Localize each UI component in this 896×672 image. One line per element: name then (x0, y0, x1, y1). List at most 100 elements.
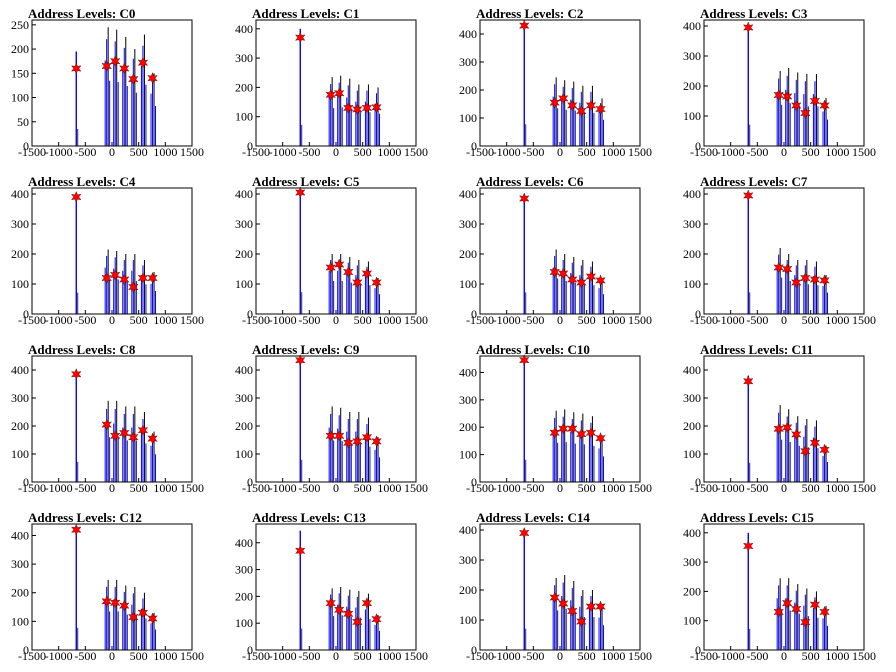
peak-marker (352, 615, 363, 628)
chart-title: Address Levels: C6 (476, 174, 584, 189)
peak-marker (128, 611, 139, 623)
x-tick-label: -1500 (690, 145, 718, 159)
y-tick-label: 400 (11, 528, 29, 542)
spike-cluster (776, 248, 783, 314)
peak-marker (576, 615, 587, 628)
x-tick-label: -1500 (466, 481, 494, 495)
x-tick-label: 1000 (825, 481, 849, 495)
spike-cluster (588, 261, 595, 314)
axes-frame (479, 355, 641, 483)
y-tick-label: 200 (683, 79, 701, 93)
plot-area: 0 100 200 300 400 -1500-1000 -500 0 500 1000 1500 (11, 355, 204, 495)
x-tick-label: 1500 (628, 649, 652, 663)
spike-cluster (75, 526, 79, 650)
spike-cluster (131, 587, 137, 650)
peak-marker (595, 600, 606, 613)
plot-area: 0 100 200 300 400 -1500-1000 -500 0 500 1000 1500 (683, 355, 876, 495)
chart-panel: Address Levels: C13 0 100 200 300 400 -1500 -10… (224, 504, 448, 672)
x-tick-label: 0 (333, 145, 339, 159)
peak-marker (743, 375, 754, 388)
spike-cluster (113, 400, 119, 482)
spike-cluster (776, 71, 783, 146)
spike-cluster (785, 578, 791, 650)
peak-marker (558, 267, 569, 280)
x-tick-label: -1500 (466, 145, 494, 159)
x-tick-label: 500 (130, 145, 148, 159)
chart-panel: Address Levels: C15 0 100 200 300 400 -1500 -10… (672, 504, 896, 672)
peak-marker (549, 96, 560, 109)
peak-marker (325, 88, 336, 101)
x-tick-label: 1000 (153, 481, 177, 495)
y-tick-label: 400 (235, 363, 253, 377)
spike-cluster (299, 28, 303, 146)
peak-marker (549, 591, 560, 604)
spike-cluster (140, 34, 147, 146)
chart-panel: Address Levels: C4 0 100 200 300 400 -1500 -100… (0, 168, 224, 336)
x-tick-label: 500 (130, 313, 148, 327)
x-tick-label: 1500 (404, 145, 428, 159)
x-tick-label: 0 (781, 481, 787, 495)
spike-cluster (364, 84, 371, 146)
peak-marker (809, 95, 821, 107)
chart-panel: Address Levels: C12 0 100 200 300 400 -1500 -10… (0, 504, 224, 672)
y-tick-label: 100 (11, 277, 29, 291)
spike-cluster (598, 605, 605, 650)
x-tick-label: -1000 (269, 649, 297, 663)
x-tick-label: -1000 (493, 145, 521, 159)
y-tick-label: 400 (683, 526, 701, 540)
peak-marker (119, 273, 130, 286)
x-tick-label: -500 (74, 649, 96, 663)
peak-marker (782, 90, 793, 103)
y-tick-label: 100 (11, 447, 29, 461)
x-tick-label: -500 (74, 145, 96, 159)
peak-marker (137, 56, 149, 69)
spike-cluster (523, 531, 527, 650)
x-tick-label: 1500 (404, 481, 428, 495)
peak-marker (576, 276, 587, 289)
chart-title: Address Levels: C1 (252, 6, 360, 21)
spike-cluster (346, 589, 352, 650)
peak-marker (110, 55, 121, 68)
x-tick-label: 500 (354, 145, 372, 159)
spike-cluster (150, 73, 157, 146)
peak-marker (567, 422, 578, 435)
y-tick-label: 300 (459, 393, 477, 407)
x-tick-label: 1000 (601, 481, 625, 495)
y-tick-label: 300 (11, 217, 29, 231)
peak-marker (809, 273, 821, 286)
x-tick-label: -500 (746, 145, 768, 159)
chart-title: Address Levels: C5 (252, 174, 360, 189)
peak-marker (325, 261, 336, 274)
chart-title: Address Levels: C0 (28, 6, 136, 21)
peak-marker (352, 435, 363, 448)
y-tick-label: 100 (459, 448, 477, 462)
x-tick-label: -1500 (18, 313, 46, 327)
axes-frame (255, 19, 417, 147)
spike-cluster (561, 254, 567, 314)
spike-cluster (104, 27, 111, 146)
spike-cluster (570, 581, 576, 650)
peak-marker (361, 267, 373, 280)
spike-cluster (355, 260, 361, 314)
y-tick-label: 300 (459, 553, 477, 567)
x-tick-label: 1000 (825, 649, 849, 663)
y-tick-label: 400 (11, 187, 29, 201)
x-tick-label: 1000 (377, 481, 401, 495)
x-tick-label: 0 (781, 145, 787, 159)
x-tick-label: 0 (109, 649, 115, 663)
spike-cluster (785, 409, 791, 482)
y-tick-label: 300 (683, 391, 701, 405)
x-tick-label: 1500 (852, 481, 876, 495)
chart-title: Address Levels: C11 (700, 342, 814, 357)
peak-marker (558, 92, 569, 105)
x-tick-label: -500 (522, 649, 544, 663)
spike-cluster (523, 25, 527, 146)
y-tick-label: 100 (235, 447, 253, 461)
spike-cluster (299, 358, 303, 482)
peak-marker (325, 429, 336, 442)
chart-panel: Address Levels: C0 0 50 100 150 200 250 -1500 -1… (0, 0, 224, 168)
peak-marker (519, 527, 530, 539)
y-tick-label: 200 (683, 584, 701, 598)
plot-area: 0 100 200 300 400 -1500-1000 -500 0 500 1000 1500 (459, 354, 652, 495)
y-tick-label: 0 (471, 139, 477, 153)
